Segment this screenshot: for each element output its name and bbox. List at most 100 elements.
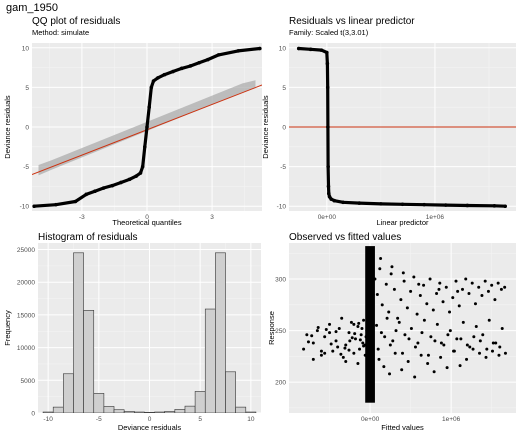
data-point-obs (426, 362, 430, 366)
data-point-obs (373, 277, 377, 281)
data-point-obs (415, 312, 419, 316)
data-point-obs (484, 355, 488, 359)
data-point-qq (110, 183, 115, 188)
x-tick-label-resid_lp: 0e+00 (318, 214, 337, 221)
data-point-obs (385, 316, 389, 320)
data-point-obs (438, 281, 442, 285)
y-tick-label-hist: 5000 (21, 378, 36, 385)
data-point-obs (433, 339, 437, 343)
histogram-bar (154, 411, 166, 413)
data-point-obs (336, 345, 340, 349)
plot-marks-hist (42, 252, 257, 413)
data-point-obs (426, 353, 430, 357)
data-point-qq (54, 202, 58, 207)
data-point-qq (145, 125, 149, 129)
data-point-obs (451, 296, 455, 300)
data-point-obs (446, 333, 450, 337)
data-point-obs (478, 351, 482, 355)
data-point-obs (364, 335, 368, 339)
data-point-resid (326, 164, 330, 169)
data-point-qq (138, 171, 143, 175)
data-point-resid (341, 200, 345, 205)
data-point-resid (332, 198, 337, 203)
data-point-obs (377, 357, 381, 361)
data-point-obs (316, 325, 320, 329)
y-tick-label-resid_lp: 0 (282, 125, 286, 132)
y-tick-label-resid_lp: -5 (280, 164, 286, 171)
data-point-qq (127, 177, 132, 182)
data-point-obs (500, 327, 504, 331)
data-point-obs (465, 357, 469, 361)
data-point-obs (407, 337, 411, 341)
histogram-bar (133, 411, 145, 413)
data-point-obs (422, 283, 426, 287)
data-point-obs (465, 343, 469, 347)
data-point-obs (352, 322, 356, 326)
data-point-obs (358, 338, 362, 342)
data-point-obs (311, 357, 315, 361)
histogram-bar (245, 411, 257, 413)
data-point-obs (344, 343, 348, 347)
data-point-qq (149, 85, 154, 90)
plot-marks-resid_lp (289, 46, 516, 209)
data-point-obs (319, 349, 323, 353)
data-point-obs (388, 343, 392, 347)
data-point-obs (437, 287, 441, 291)
data-point-obs (393, 351, 397, 355)
x-tick-label-qq: -3 (79, 214, 85, 221)
data-point-resid (492, 204, 497, 208)
data-point-obs (409, 327, 413, 331)
histogram-bar (204, 308, 216, 413)
data-point-obs (310, 334, 314, 338)
data-point-qq (147, 105, 151, 109)
data-point-obs (329, 342, 333, 346)
histogram-bar (225, 371, 236, 413)
y-tick-label-qq: 5 (25, 85, 29, 92)
y-axis-label-qq: Deviance residuals (3, 95, 12, 159)
x-tick-label-resid_lp: 1e+06 (426, 214, 445, 221)
data-point-obs (468, 345, 472, 349)
histogram-bar (52, 406, 64, 413)
data-point-obs (429, 335, 433, 339)
data-point-obs (383, 335, 387, 339)
data-point-obs (406, 359, 410, 363)
data-point-obs (439, 341, 443, 345)
x-tick-label-hist: 5 (198, 416, 202, 423)
data-point-qq (171, 69, 175, 74)
data-point-resid (296, 46, 301, 51)
data-point-obs (425, 302, 429, 306)
data-point-resid (443, 203, 448, 207)
data-point-qq (216, 53, 221, 57)
data-point-obs (352, 351, 356, 355)
data-point-obs (379, 256, 383, 260)
data-point-obs (442, 343, 446, 347)
data-point-obs (481, 333, 485, 337)
data-point-obs (358, 347, 362, 351)
data-point-obs (341, 355, 345, 359)
data-point-obs (428, 277, 432, 281)
data-point-qq (197, 61, 201, 65)
data-point-obs (490, 349, 494, 353)
data-point-obs (388, 372, 392, 376)
data-point-resid (329, 197, 333, 201)
x-tick-label-hist: -5 (96, 416, 102, 423)
data-point-obs (339, 352, 343, 356)
data-point-obs (359, 333, 363, 337)
data-point-obs (493, 298, 497, 302)
data-point-obs (387, 310, 391, 314)
data-point-obs (478, 339, 482, 343)
data-point-obs (486, 289, 490, 293)
data-point-qq (134, 174, 138, 178)
data-point-obs (347, 348, 351, 352)
y-tick-label-qq: 10 (22, 45, 30, 52)
data-point-resid (465, 203, 470, 208)
histogram-bar (215, 252, 226, 413)
data-point-obs (445, 366, 449, 370)
data-point-obs (448, 329, 452, 333)
data-point-obs (402, 279, 406, 283)
data-point-qq (188, 64, 193, 68)
histogram-bar (144, 412, 155, 413)
data-point-obs (419, 353, 423, 357)
data-point-obs (323, 351, 327, 355)
data-point-obs (353, 337, 357, 341)
